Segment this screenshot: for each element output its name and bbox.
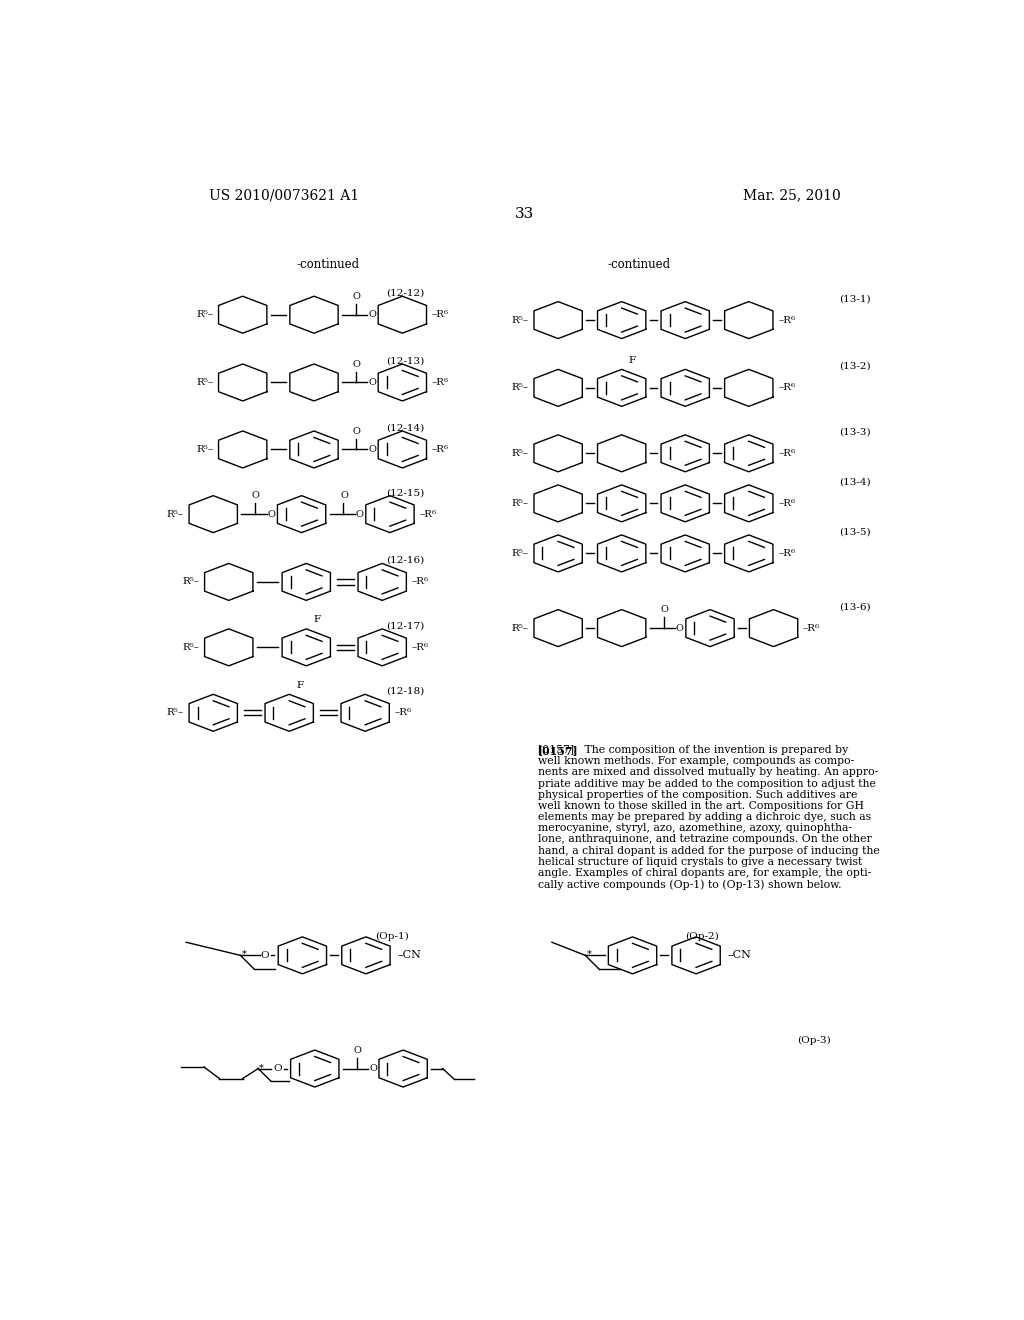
Text: physical properties of the composition. Such additives are: physical properties of the composition. …	[538, 789, 857, 800]
Text: F: F	[629, 356, 636, 364]
Text: O: O	[369, 445, 376, 454]
Text: –R⁶: –R⁶	[778, 315, 796, 325]
Text: –R⁶: –R⁶	[432, 378, 449, 387]
Text: –R⁶: –R⁶	[803, 623, 820, 632]
Text: nents are mixed and dissolved mutually by heating. An appro-: nents are mixed and dissolved mutually b…	[538, 767, 879, 777]
Text: –CN: –CN	[728, 950, 752, 961]
Text: R⁵–: R⁵–	[182, 643, 200, 652]
Text: (12-17): (12-17)	[386, 622, 425, 630]
Text: helical structure of liquid crystals to give a necessary twist: helical structure of liquid crystals to …	[538, 857, 862, 867]
Text: (Op-2): (Op-2)	[685, 932, 719, 941]
Text: R⁵–: R⁵–	[167, 709, 183, 717]
Text: priate additive may be added to the composition to adjust the: priate additive may be added to the comp…	[538, 779, 876, 788]
Text: -continued: -continued	[608, 259, 671, 271]
Text: R⁵–: R⁵–	[512, 623, 528, 632]
Text: R⁵–: R⁵–	[512, 499, 528, 508]
Text: (12-18): (12-18)	[386, 686, 425, 696]
Text: –R⁶: –R⁶	[412, 577, 429, 586]
Text: (13-1): (13-1)	[839, 294, 870, 304]
Text: angle. Examples of chiral dopants are, for example, the opti-: angle. Examples of chiral dopants are, f…	[538, 869, 871, 878]
Text: (12-14): (12-14)	[386, 424, 425, 433]
Text: [0157]: [0157]	[538, 744, 579, 756]
Text: –CN: –CN	[397, 950, 422, 961]
Text: –R⁶: –R⁶	[412, 643, 429, 652]
Text: O: O	[356, 510, 364, 519]
Text: O: O	[352, 292, 360, 301]
Text: *: *	[587, 949, 592, 958]
Text: well known methods. For example, compounds as compo-: well known methods. For example, compoun…	[538, 756, 854, 767]
Text: –R⁶: –R⁶	[778, 499, 796, 508]
Text: R⁵–: R⁵–	[512, 449, 528, 458]
Text: –R⁶: –R⁶	[778, 383, 796, 392]
Text: R⁵–: R⁵–	[512, 383, 528, 392]
Text: (12-13): (12-13)	[386, 356, 425, 366]
Text: –R⁶: –R⁶	[432, 310, 449, 319]
Text: O: O	[267, 510, 275, 519]
Text: –R⁶: –R⁶	[432, 445, 449, 454]
Text: (13-2): (13-2)	[839, 362, 870, 371]
Text: (Op-1): (Op-1)	[375, 932, 409, 941]
Text: (13-5): (13-5)	[839, 528, 870, 536]
Text: O: O	[252, 491, 260, 500]
Text: R⁵–: R⁵–	[512, 549, 528, 558]
Text: R⁵–: R⁵–	[197, 445, 213, 454]
Text: lone, anthraquinone, and tetrazine compounds. On the other: lone, anthraquinone, and tetrazine compo…	[538, 834, 871, 845]
Text: –R⁶: –R⁶	[420, 510, 436, 519]
Text: Mar. 25, 2010: Mar. 25, 2010	[743, 189, 841, 202]
Text: hand, a chiral dopant is added for the purpose of inducing the: hand, a chiral dopant is added for the p…	[538, 846, 880, 855]
Text: (Op-3): (Op-3)	[797, 1035, 830, 1044]
Text: O: O	[273, 1064, 282, 1073]
Text: O: O	[352, 426, 360, 436]
Text: O: O	[353, 1045, 361, 1055]
Text: –R⁶: –R⁶	[778, 449, 796, 458]
Text: O: O	[369, 378, 376, 387]
Text: O: O	[340, 491, 348, 500]
Text: R⁵–: R⁵–	[182, 577, 200, 586]
Text: cally active compounds (Op-1) to (Op-13) shown below.: cally active compounds (Op-1) to (Op-13)…	[538, 879, 842, 890]
Text: O: O	[676, 623, 684, 632]
Text: *: *	[242, 949, 247, 958]
Text: (13-6): (13-6)	[839, 602, 870, 611]
Text: R⁵–: R⁵–	[512, 315, 528, 325]
Text: O: O	[352, 359, 360, 368]
Text: *: *	[259, 1064, 264, 1073]
Text: O: O	[660, 606, 669, 614]
Text: O: O	[369, 1064, 377, 1073]
Text: F: F	[297, 681, 303, 689]
Text: –R⁶: –R⁶	[394, 709, 412, 717]
Text: O: O	[369, 310, 376, 319]
Text: (12-12): (12-12)	[386, 289, 425, 297]
Text: (12-15): (12-15)	[386, 488, 425, 498]
Text: (13-4): (13-4)	[839, 478, 870, 486]
Text: elements may be prepared by adding a dichroic dye, such as: elements may be prepared by adding a dic…	[538, 812, 871, 822]
Text: (12-16): (12-16)	[386, 556, 425, 565]
Text: R⁵–: R⁵–	[197, 378, 213, 387]
Text: R⁵–: R⁵–	[197, 310, 213, 319]
Text: US 2010/0073621 A1: US 2010/0073621 A1	[209, 189, 359, 202]
Text: merocyanine, styryl, azo, azomethine, azoxy, quinophtha-: merocyanine, styryl, azo, azomethine, az…	[538, 824, 852, 833]
Text: well known to those skilled in the art. Compositions for GH: well known to those skilled in the art. …	[538, 801, 864, 810]
Text: 33: 33	[515, 207, 535, 220]
Text: -continued: -continued	[296, 259, 359, 271]
Text: R⁵–: R⁵–	[167, 510, 183, 519]
Text: [0157]   The composition of the invention is prepared by: [0157] The composition of the invention …	[538, 744, 848, 755]
Text: (13-3): (13-3)	[839, 428, 870, 436]
Text: F: F	[313, 615, 321, 624]
Text: –R⁶: –R⁶	[778, 549, 796, 558]
Text: O: O	[261, 950, 269, 960]
